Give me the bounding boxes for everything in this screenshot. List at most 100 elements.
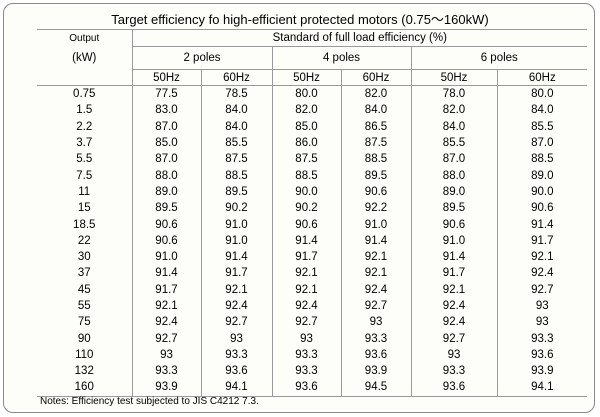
- table-row: 132 93.3 93.6 93.3 93.9 93.3 93.9: [37, 363, 588, 380]
- efficiency-cell: 92.1: [410, 281, 497, 298]
- efficiency-cell: 89.5: [200, 183, 272, 201]
- efficiency-cell: 91.4: [496, 216, 588, 233]
- efficiency-cell: 91.7: [271, 248, 341, 266]
- efficiency-cell: 90.2: [271, 200, 341, 217]
- output-kw-cell: 55: [77, 300, 91, 312]
- efficiency-cell: 85.5: [200, 134, 272, 152]
- efficiency-cell: 82.0: [271, 102, 341, 119]
- efficiency-cell: 92.1: [271, 265, 341, 282]
- efficiency-cell: 84.0: [496, 102, 588, 119]
- efficiency-cell: 92.1: [340, 248, 411, 266]
- output-kw-cell: 1.5: [76, 104, 93, 117]
- efficiency-cell: 93.3: [131, 363, 201, 380]
- efficiency-cell: 92.7: [340, 297, 411, 315]
- efficiency-cell: 92.1: [496, 248, 588, 266]
- frequency-header: 60Hz: [200, 69, 272, 86]
- efficiency-cell: 84.0: [410, 118, 497, 135]
- efficiency-cell: 86.5: [340, 118, 411, 135]
- output-unit: (kW): [72, 51, 97, 64]
- table-title: Target efficiency fo high-efficient prot…: [111, 12, 489, 27]
- efficiency-cell: 80.0: [496, 85, 588, 103]
- efficiency-cell: 92.7: [200, 314, 272, 331]
- table-row: 11 89.0 89.5 90.0 90.6 89.0 90.0: [37, 183, 588, 201]
- output-kw-cell: 5.5: [76, 153, 93, 166]
- efficiency-cell: 89.0: [131, 183, 201, 201]
- efficiency-cell: 91.7: [200, 265, 272, 282]
- efficiency-cell: 93: [496, 314, 588, 331]
- efficiency-cell: 84.0: [340, 102, 411, 119]
- efficiency-cell: 92.4: [200, 297, 272, 315]
- efficiency-cell: 92.1: [271, 281, 341, 298]
- efficiency-cell: 92.4: [131, 314, 201, 331]
- efficiency-cell: 87.0: [496, 134, 588, 152]
- efficiency-cell: 93.6: [271, 379, 341, 397]
- efficiency-cell: 84.0: [200, 118, 272, 135]
- efficiency-cell: 88.0: [410, 167, 497, 184]
- efficiency-cell: 90.6: [340, 183, 411, 201]
- efficiency-cell: 92.7: [131, 330, 201, 347]
- efficiency-cell: 90.6: [131, 216, 201, 233]
- efficiency-cell: 93: [410, 346, 497, 364]
- efficiency-table: Output Standard of full load efficiency …: [37, 29, 588, 397]
- output-kw-cell: 160: [37, 379, 132, 397]
- efficiency-cell: 93.6: [496, 346, 588, 364]
- output-kw-cell: 45: [77, 283, 91, 296]
- efficiency-cell: 87.0: [131, 118, 201, 135]
- efficiency-cell: 92.1: [200, 281, 272, 298]
- frequency-header: 60Hz: [340, 69, 411, 86]
- efficiency-cell: 85.5: [410, 134, 497, 152]
- efficiency-cell: 92.4: [410, 314, 497, 331]
- efficiency-cell: 89.0: [410, 183, 497, 201]
- efficiency-cell: 88.5: [271, 167, 341, 184]
- efficiency-cell: 93.6: [410, 379, 497, 397]
- efficiency-cell: 92.4: [410, 297, 497, 315]
- table-row: 75 92.4 92.7 92.7 93 92.4 93: [37, 314, 588, 331]
- frequency-header: 50Hz: [410, 69, 497, 86]
- efficiency-cell: 93: [496, 297, 588, 315]
- output-kw-cell: 18.5: [73, 218, 96, 231]
- efficiency-cell: 93.6: [200, 363, 272, 380]
- pole-group-header: 6 poles: [410, 46, 588, 70]
- efficiency-cell: 90.6: [271, 216, 341, 233]
- efficiency-cell: 93: [131, 346, 201, 364]
- table-row: 160 93.9 94.1 93.6 94.5 93.6 94.1: [37, 379, 588, 397]
- efficiency-cell: 77.5: [131, 85, 201, 103]
- efficiency-cell: 91.0: [131, 248, 201, 266]
- efficiency-cell: 90.6: [131, 232, 201, 249]
- efficiency-cell: 93.3: [410, 363, 497, 380]
- efficiency-cell: 85.0: [271, 118, 341, 135]
- efficiency-cell: 91.4: [200, 248, 272, 266]
- efficiency-cell: 92.2: [340, 200, 411, 217]
- frequency-header: 50Hz: [271, 69, 341, 86]
- efficiency-cell: 87.5: [271, 151, 341, 168]
- output-kw-cell: 0.75: [37, 85, 132, 103]
- pole-group-header: 2 poles: [131, 46, 272, 70]
- efficiency-cell: 82.0: [410, 102, 497, 119]
- efficiency-cell: 88.0: [131, 167, 201, 184]
- table-row: 18.5 90.6 91.0 90.6 91.0 90.6 91.4: [37, 216, 588, 233]
- efficiency-cell: 82.0: [340, 85, 411, 103]
- standard-header: Standard of full load efficiency (%): [131, 29, 588, 47]
- efficiency-cell: 94.1: [496, 379, 588, 397]
- efficiency-cell: 85.0: [131, 134, 201, 152]
- efficiency-cell: 89.5: [131, 200, 201, 217]
- output-kw-cell: 11: [78, 185, 91, 198]
- efficiency-cell: 83.0: [131, 102, 201, 119]
- table-row: 110 93 93.3 93.3 93.6 93 93.6: [37, 346, 588, 364]
- table-row: 37 91.4 91.7 92.1 92.1 91.7 92.4: [37, 265, 588, 282]
- output-kw-cell: 110: [75, 348, 94, 361]
- efficiency-cell: 93.9: [131, 379, 201, 397]
- output-kw-cell: 22: [77, 234, 91, 247]
- table-body: 0.75 77.5 78.5 80.0 82.0 78.0 80.0 1.5 83.0 84.0 8…: [37, 85, 588, 397]
- table-row: 45 91.7 92.1 92.1 92.4 92.1 92.7: [37, 281, 588, 298]
- table-row: 15 89.5 90.2 90.2 92.2 89.5 90.6: [37, 200, 588, 217]
- efficiency-cell: 78.5: [200, 85, 272, 103]
- efficiency-cell: 91.7: [496, 232, 588, 249]
- output-kw-cell: 30: [77, 251, 91, 264]
- efficiency-cell: 86.0: [271, 134, 341, 152]
- output-header: Output: [37, 29, 132, 47]
- table-row: 5.5 87.0 87.5 87.5 88.5 87.0 88.5: [37, 151, 588, 168]
- efficiency-cell: 87.5: [200, 151, 272, 168]
- output-kw-cell: 15: [77, 202, 91, 215]
- efficiency-cell: 89.5: [340, 167, 411, 184]
